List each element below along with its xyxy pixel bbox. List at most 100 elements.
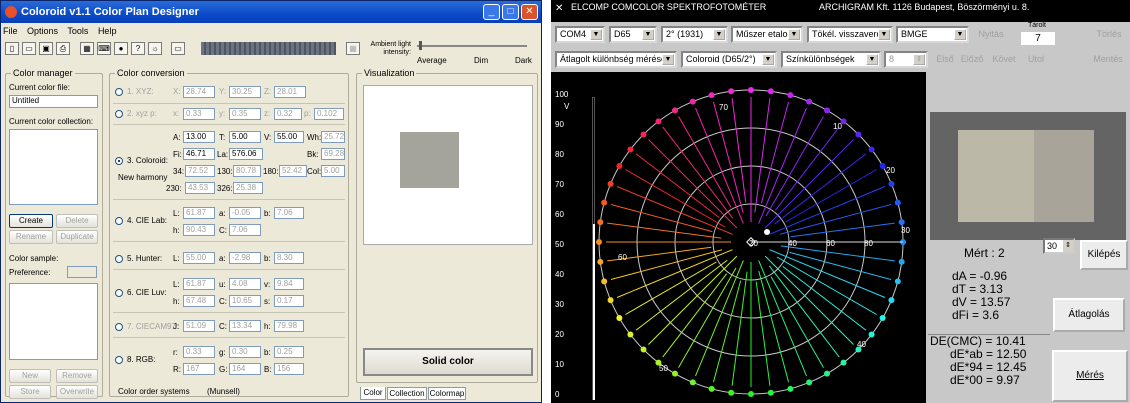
- count-spinner[interactable]: 30 ⇕: [1043, 238, 1075, 254]
- coloroid-230-field[interactable]: 43.53: [185, 182, 215, 194]
- print-icon[interactable]: ⎙: [56, 42, 70, 55]
- coloroid-wh-field[interactable]: 25.72: [321, 131, 345, 143]
- lab-radio[interactable]: [115, 217, 123, 225]
- space-select[interactable]: Coloroid (D65/2°) ▼: [681, 51, 777, 68]
- idea-icon[interactable]: ☼: [148, 42, 162, 55]
- current-file-field[interactable]: Untitled: [9, 95, 98, 108]
- view-select[interactable]: Színkülönbségek ▼: [781, 51, 881, 68]
- xyzp-y-field[interactable]: 0.35: [229, 108, 261, 120]
- lab-l-field[interactable]: 61.87: [183, 207, 215, 219]
- hunter-l-field[interactable]: 55.00: [183, 252, 215, 264]
- grid-icon[interactable]: ▦: [80, 42, 94, 55]
- delete-button[interactable]: Delete: [56, 214, 98, 228]
- tab-color[interactable]: Color: [360, 387, 386, 400]
- new-sample-button[interactable]: New: [9, 369, 51, 383]
- rgb-radio[interactable]: [115, 356, 123, 364]
- remove-sample-button[interactable]: Remove: [56, 369, 98, 383]
- coloroid-bk-field[interactable]: 69.28: [321, 148, 345, 160]
- file-select[interactable]: BMGE ▼: [896, 26, 969, 43]
- next-button[interactable]: Követ: [987, 51, 1021, 68]
- coloroid-v-field[interactable]: 55.00: [274, 131, 304, 143]
- new-harmony-label[interactable]: New harmony: [118, 173, 168, 182]
- lab-c-field[interactable]: 7.06: [229, 224, 261, 236]
- xyz-radio[interactable]: [115, 88, 123, 96]
- mode-select[interactable]: Átlagolt különbség mérése ▼: [555, 51, 677, 68]
- sample-list[interactable]: [9, 283, 98, 360]
- geometry-select[interactable]: Tökél. visszaverő ▼: [807, 26, 893, 43]
- open-file-icon[interactable]: ▭: [22, 42, 36, 55]
- coloroid-a-field[interactable]: 13.00: [183, 131, 215, 143]
- close-button[interactable]: ✕: [521, 4, 538, 20]
- preference-field[interactable]: [67, 266, 97, 278]
- average-button[interactable]: Átlagolás: [1053, 298, 1125, 332]
- tab-collection[interactable]: Collection: [387, 387, 427, 400]
- coloroid-130-field[interactable]: 80.78: [233, 165, 261, 177]
- palette-icon[interactable]: ●: [114, 42, 128, 55]
- xyzp-p-field[interactable]: 0.102: [314, 108, 344, 120]
- open-button[interactable]: Nyitás: [971, 26, 1011, 43]
- duplicate-button[interactable]: Duplicate: [56, 230, 98, 244]
- xyz-z-field[interactable]: 28.01: [274, 86, 306, 98]
- minimize-button[interactable]: _: [483, 4, 500, 20]
- overwrite-sample-button[interactable]: Overwrite: [56, 385, 98, 399]
- maximize-button[interactable]: □: [502, 4, 519, 20]
- menu-file[interactable]: File: [3, 26, 18, 36]
- delete-button[interactable]: Törlés: [1088, 26, 1130, 43]
- rgb-bb-field[interactable]: 156: [274, 363, 304, 375]
- xyzp-radio[interactable]: [115, 110, 123, 118]
- number-spinner[interactable]: 8 ⇕: [884, 51, 928, 68]
- coloroid-326-field[interactable]: 25.38: [233, 182, 263, 194]
- lab-a-field[interactable]: -0.05: [229, 207, 261, 219]
- xyzp-x-field[interactable]: 0.33: [183, 108, 215, 120]
- munsell-label[interactable]: (Munsell): [207, 387, 240, 396]
- create-button[interactable]: Create: [9, 214, 53, 228]
- luv-h-field[interactable]: 67.48: [183, 295, 215, 307]
- illuminant-select[interactable]: D65 ▼: [609, 26, 657, 43]
- keyboard-icon[interactable]: ⌨: [97, 42, 111, 55]
- luv-radio[interactable]: [115, 289, 123, 297]
- xyzp-z-field[interactable]: 0.32: [274, 108, 302, 120]
- coloroid-fi-field[interactable]: 46.71: [183, 148, 215, 160]
- luv-u-field[interactable]: 4.08: [229, 278, 261, 290]
- help-icon[interactable]: ?: [131, 42, 145, 55]
- measure-button[interactable]: Mérés: [1052, 350, 1128, 402]
- ciecam-h-field[interactable]: 79.98: [274, 320, 304, 332]
- ciecam-c-field[interactable]: 13.34: [229, 320, 261, 332]
- last-button[interactable]: Utol: [1022, 51, 1050, 68]
- coloroid-34-field[interactable]: 72.52: [185, 165, 215, 177]
- rgb-g-field[interactable]: 0.30: [229, 346, 261, 358]
- rgb-r-field[interactable]: 0.33: [183, 346, 215, 358]
- observer-select[interactable]: 2° (1931) ▼: [661, 26, 728, 43]
- ciecam-j-field[interactable]: 51.09: [183, 320, 215, 332]
- luv-l-field[interactable]: 61.87: [183, 278, 215, 290]
- save-icon[interactable]: ▣: [39, 42, 53, 55]
- coloroid-la-field[interactable]: 576.06: [229, 148, 263, 160]
- menu-help[interactable]: Help: [97, 26, 117, 36]
- lab-h-field[interactable]: 90.43: [183, 224, 215, 236]
- prev-button[interactable]: Előző: [957, 51, 987, 68]
- rgb-gg-field[interactable]: 164: [229, 363, 261, 375]
- standard-select[interactable]: Műszer etalon ▼: [731, 26, 803, 43]
- menu-options[interactable]: Options: [27, 26, 59, 36]
- port-select[interactable]: COM4 ▼: [555, 26, 605, 43]
- rgb-rr-field[interactable]: 167: [183, 363, 215, 375]
- luv-c-field[interactable]: 10.65: [229, 295, 261, 307]
- luv-s-field[interactable]: 0.17: [274, 295, 304, 307]
- store-sample-button[interactable]: Store: [9, 385, 51, 399]
- menu-tools[interactable]: Tools: [67, 26, 89, 36]
- collection-list[interactable]: [9, 129, 98, 205]
- ciecam-radio[interactable]: [115, 323, 123, 331]
- solid-color-button[interactable]: Solid color: [363, 348, 533, 376]
- first-button[interactable]: Első: [933, 51, 957, 68]
- xyz-x-field[interactable]: 28.74: [183, 86, 215, 98]
- rename-button[interactable]: Rename: [9, 230, 53, 244]
- coloroid-radio[interactable]: [115, 157, 123, 165]
- exit-button[interactable]: Kilépés: [1080, 240, 1128, 270]
- ambient-slider-track[interactable]: [417, 45, 527, 47]
- coloroid-180-field[interactable]: 52.42: [279, 165, 307, 177]
- coloroid-t-field[interactable]: 5.00: [229, 131, 261, 143]
- hunter-b-field[interactable]: 8.30: [274, 252, 304, 264]
- tab-colormap[interactable]: Colormap: [428, 387, 466, 400]
- monitor-icon[interactable]: ▭: [171, 42, 185, 55]
- rgb-b-field[interactable]: 0.25: [274, 346, 304, 358]
